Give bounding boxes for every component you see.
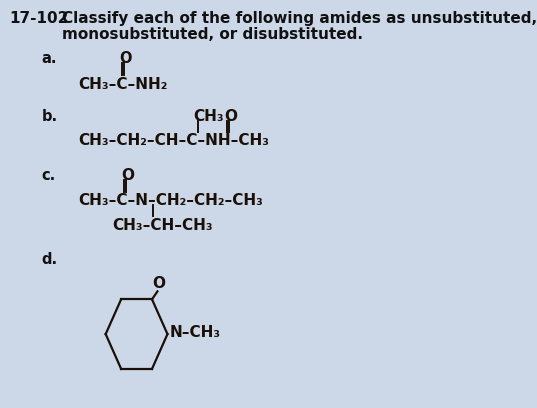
Text: 17-102: 17-102: [9, 11, 69, 27]
Text: N–CH₃: N–CH₃: [170, 325, 221, 340]
Text: CH₃–C–NH₂: CH₃–C–NH₂: [78, 77, 168, 92]
Text: b.: b.: [41, 109, 57, 124]
Text: O: O: [224, 109, 237, 124]
Text: Classify each of the following amides as unsubstituted,: Classify each of the following amides as…: [62, 11, 537, 27]
Text: CH₃: CH₃: [193, 109, 223, 124]
Text: a.: a.: [41, 51, 57, 66]
Text: monosubstituted, or disubstituted.: monosubstituted, or disubstituted.: [62, 27, 362, 42]
Text: c.: c.: [41, 168, 56, 183]
Text: O: O: [119, 51, 132, 66]
Text: d.: d.: [41, 252, 57, 267]
Text: O: O: [121, 168, 134, 183]
Text: CH₃–CH₂–CH–C–NH–CH₃: CH₃–CH₂–CH–C–NH–CH₃: [78, 133, 270, 149]
Text: CH₃–C–N–CH₂–CH₂–CH₃: CH₃–C–N–CH₂–CH₂–CH₃: [78, 193, 264, 208]
Text: CH₃–CH–CH₃: CH₃–CH–CH₃: [112, 218, 213, 233]
Text: O: O: [152, 275, 165, 290]
